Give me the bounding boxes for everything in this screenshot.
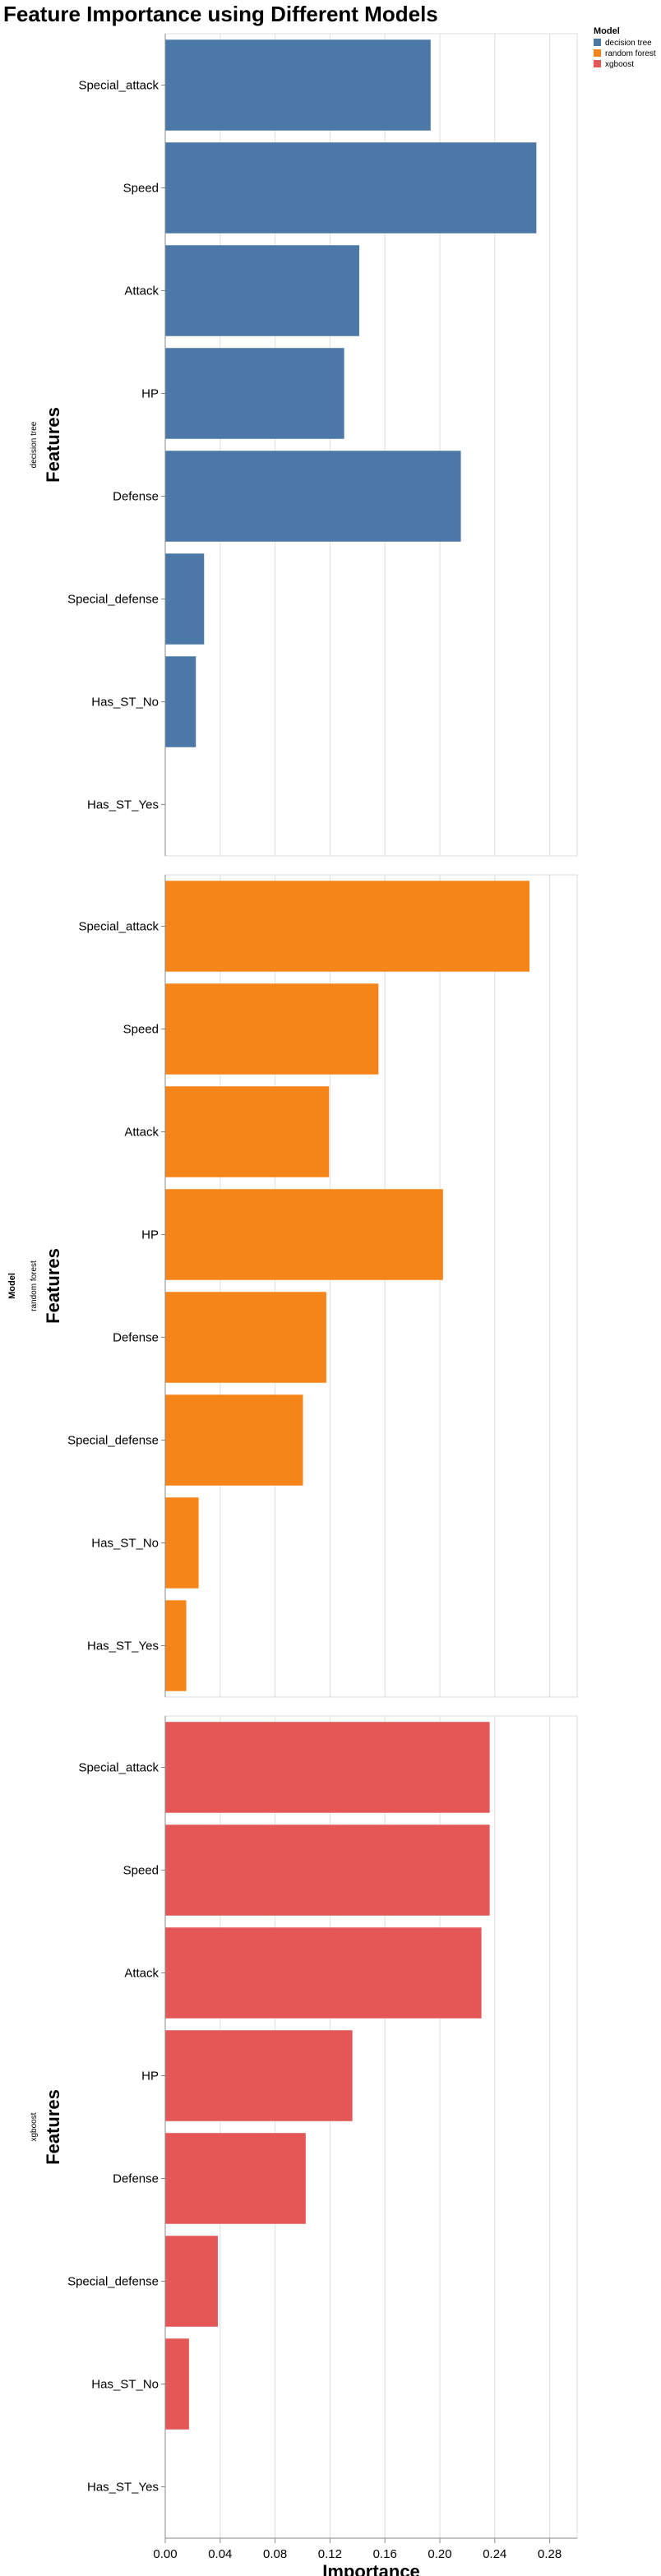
y-axis-title-1: Features (43, 1248, 63, 1324)
bar-1-special-defense (165, 1394, 303, 1486)
category-label-0-1: Speed (123, 182, 159, 196)
row-header-1: random forest (30, 1260, 39, 1311)
category-label-1-0: Special_attack (78, 920, 159, 934)
legend-swatch-random-forest (594, 49, 601, 57)
y-axis-title-0: Features (43, 407, 63, 483)
bar-2-special-defense (165, 2236, 218, 2327)
legend-label-xgboost: xgboost (605, 60, 634, 69)
bar-1-special-attack (165, 881, 530, 972)
category-label-2-3: HP (141, 2070, 159, 2083)
x-tick-label-7: 0.28 (538, 2547, 562, 2561)
x-tick-label-4: 0.16 (373, 2547, 397, 2561)
category-label-0-6: Has_ST_No (91, 696, 159, 710)
category-label-2-0: Special_attack (78, 1761, 159, 1775)
legend-label-decision-tree: decision tree (605, 39, 652, 48)
category-label-0-4: Defense (113, 490, 159, 504)
legend-title: Model (594, 26, 620, 36)
category-label-0-7: Has_ST_Yes (87, 798, 159, 812)
category-label-0-3: HP (141, 387, 159, 401)
bar-1-has-st-no (165, 1497, 199, 1589)
bar-0-has-st-no (165, 656, 196, 747)
category-label-1-4: Defense (113, 1331, 159, 1345)
legend-swatch-decision-tree (594, 39, 601, 46)
x-tick-label-3: 0.12 (318, 2547, 342, 2561)
category-label-0-0: Special_attack (78, 79, 159, 93)
x-tick-label-0: 0.00 (153, 2547, 177, 2561)
bar-0-attack (165, 245, 359, 336)
category-label-0-2: Attack (124, 284, 159, 298)
bar-2-has-st-no (165, 2338, 189, 2430)
category-label-1-2: Attack (124, 1126, 159, 1140)
bar-2-speed (165, 1824, 490, 1916)
row-header-title: Model (7, 1273, 17, 1299)
category-label-1-7: Has_ST_Yes (87, 1639, 159, 1653)
bar-0-special-attack (165, 39, 431, 131)
bar-2-attack (165, 1927, 482, 2019)
category-label-2-6: Has_ST_No (91, 2378, 159, 2392)
y-axis-title-2: Features (43, 2089, 63, 2165)
bar-1-hp (165, 1189, 443, 1280)
category-label-1-3: HP (141, 1228, 159, 1242)
chart-title: Feature Importance using Different Model… (3, 2, 438, 26)
category-label-2-5: Special_defense (67, 2275, 159, 2289)
category-label-1-5: Special_defense (67, 1434, 159, 1448)
x-tick-label-1: 0.04 (208, 2547, 232, 2561)
category-label-2-4: Defense (113, 2172, 159, 2186)
x-tick-label-6: 0.24 (483, 2547, 506, 2561)
category-label-2-7: Has_ST_Yes (87, 2481, 159, 2495)
category-label-0-5: Special_defense (67, 593, 159, 607)
bar-0-special-defense (165, 553, 205, 645)
row-header-0: decision tree (30, 421, 39, 468)
category-label-2-2: Attack (124, 1967, 159, 1981)
bar-1-speed (165, 983, 379, 1075)
bar-2-hp (165, 2030, 353, 2121)
bar-1-defense (165, 1292, 326, 1383)
category-label-2-1: Speed (123, 1864, 159, 1878)
bar-1-has-st-yes (165, 1600, 187, 1691)
bar-0-defense (165, 451, 461, 542)
x-tick-label-2: 0.08 (263, 2547, 287, 2561)
legend-swatch-xgboost (594, 60, 601, 67)
bar-2-special-attack (165, 1722, 490, 1813)
bar-0-speed (165, 142, 537, 234)
bar-2-defense (165, 2133, 306, 2224)
legend-label-random-forest: random forest (605, 49, 656, 58)
x-tick-label-5: 0.20 (428, 2547, 451, 2561)
bar-1-attack (165, 1086, 330, 1177)
x-axis-title: Importance (322, 2561, 420, 2576)
category-label-1-6: Has_ST_No (91, 1537, 159, 1551)
bar-0-hp (165, 348, 344, 439)
category-label-1-1: Speed (123, 1023, 159, 1037)
row-header-2: xgboost (30, 2112, 39, 2141)
